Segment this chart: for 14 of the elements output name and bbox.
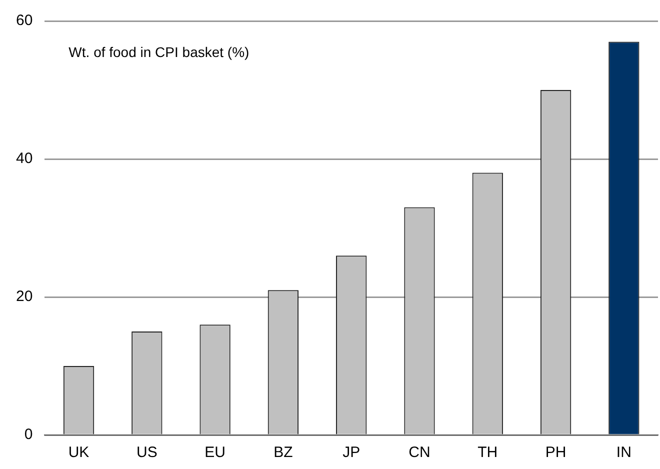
x-tick-label: JP [342,444,360,462]
text: Wt. of food in CPI basket (%) [68,44,250,60]
x-tick-label: UK [68,444,90,462]
y-tick-label: 40 [16,150,33,168]
x-tick-label: EU [204,444,226,462]
y-tick-label: 60 [16,12,33,30]
x-tick-label: BZ [274,444,293,462]
x-tick-label: PH [545,444,566,462]
x-tick-label: TH [478,444,498,462]
y-tick-label: 20 [16,288,33,306]
y-tick-label: 0 [24,426,33,444]
x-tick-label: CN [408,444,430,462]
x-tick-label: US [136,444,158,462]
x-tick-label: IN [616,444,632,462]
